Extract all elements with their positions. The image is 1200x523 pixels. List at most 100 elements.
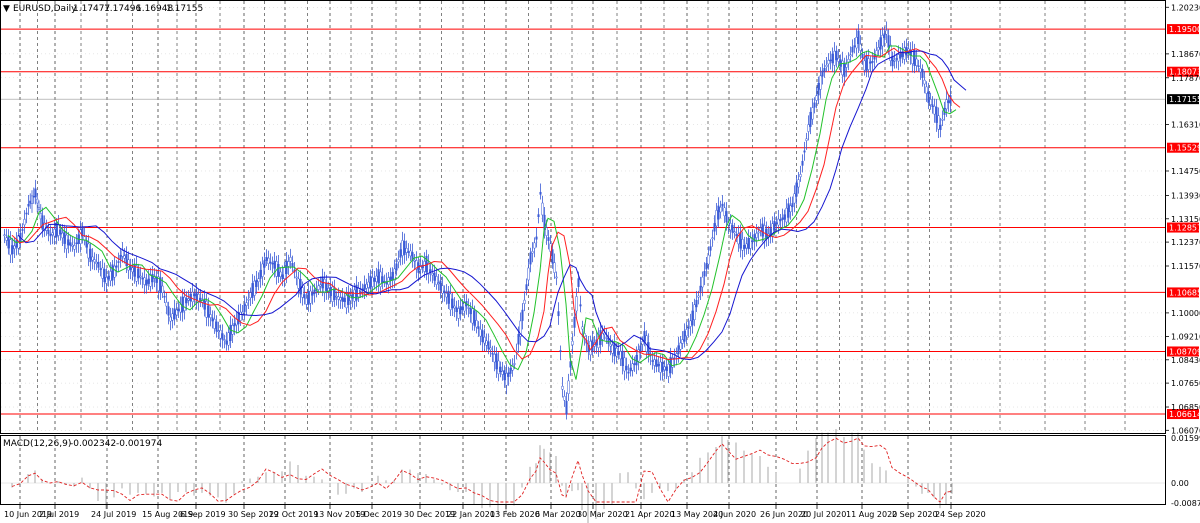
candle-body <box>143 277 146 285</box>
candle-body <box>621 350 624 366</box>
candle-body <box>757 231 760 234</box>
candle-body <box>287 261 290 267</box>
candle-body <box>811 107 814 120</box>
candle-body <box>121 250 124 257</box>
candle-body <box>685 329 688 337</box>
ohlc-open: 1.17477 <box>73 4 110 14</box>
candle-body <box>23 219 26 226</box>
candle-body <box>893 60 896 62</box>
candle-body <box>151 273 154 283</box>
candle-body <box>261 263 264 277</box>
date-label: 15 Aug 2019 <box>142 510 193 519</box>
candle-body <box>903 47 906 60</box>
level-badge <box>1167 142 1199 153</box>
candle-body <box>539 191 542 195</box>
candle-body <box>889 44 892 61</box>
candle-body <box>181 296 184 313</box>
candle-body <box>381 276 384 284</box>
date-label: 4 Jun 2020 <box>713 510 756 519</box>
candle-body <box>53 228 56 237</box>
candle-body <box>803 150 806 153</box>
candle-body <box>687 326 690 329</box>
candle-body <box>677 345 680 355</box>
candle-body <box>615 348 618 357</box>
candle-body <box>71 244 74 247</box>
candle-body <box>7 235 10 249</box>
candle-body <box>95 261 98 264</box>
price-tick-label: 1.18670 <box>1171 50 1200 59</box>
candle-body <box>901 51 904 57</box>
candle-body <box>791 203 794 208</box>
candle-body <box>731 225 734 233</box>
candle-body <box>223 339 226 341</box>
candle-body <box>941 118 944 121</box>
candle-body <box>333 288 336 300</box>
candle-body <box>877 47 880 51</box>
candle-body <box>795 182 798 197</box>
candle-body <box>499 366 502 373</box>
candle-body <box>845 64 848 68</box>
level-badge <box>1167 346 1199 357</box>
candle-body <box>833 50 836 66</box>
candle-body <box>139 275 142 278</box>
candle-body <box>861 53 864 58</box>
candle-body <box>101 267 104 279</box>
candle-body <box>97 261 100 268</box>
candle-body <box>165 301 168 307</box>
candle-body <box>487 341 490 350</box>
candle-body <box>793 193 796 204</box>
candle-body <box>445 293 448 298</box>
macd-panel <box>1 429 1165 523</box>
candle-body <box>39 213 42 220</box>
candle-body <box>879 37 882 50</box>
candle-body <box>719 206 722 213</box>
candle-body <box>783 214 786 220</box>
candle-body <box>619 351 622 360</box>
moving-averages <box>7 45 967 380</box>
price-tick-label: 1.20230 <box>1171 3 1200 12</box>
candle-body <box>5 237 8 241</box>
candle-body <box>897 54 900 62</box>
date-label: 21 Apr 2020 <box>625 510 674 519</box>
candle-body <box>729 223 732 231</box>
candle-body <box>827 60 830 65</box>
candle-body <box>339 297 342 301</box>
candle-body <box>537 214 540 218</box>
candle-body <box>413 259 416 262</box>
candle-body <box>279 271 282 277</box>
candle-body <box>171 313 174 321</box>
candle-body <box>349 295 352 301</box>
candle-body <box>723 207 726 217</box>
candle-body <box>355 284 358 301</box>
current-price-label: 1.17155 <box>1169 95 1200 104</box>
candle-body <box>93 259 96 263</box>
level-label: 1.18073 <box>1169 68 1200 77</box>
candle-body <box>25 212 28 215</box>
main-panel-frame <box>0 0 1166 434</box>
macd-signal-line <box>11 437 953 503</box>
macd-axis-label: 0.015993 <box>1171 434 1200 443</box>
candle-body <box>249 292 252 299</box>
date-label: 24 Sep 2020 <box>935 510 986 519</box>
candle-body <box>67 239 70 246</box>
candle-body <box>455 307 458 312</box>
candle-body <box>475 320 478 328</box>
candle-body <box>735 234 738 237</box>
candle-body <box>733 231 736 234</box>
candle-body <box>689 320 692 327</box>
candle-body <box>711 237 714 240</box>
candle-body <box>553 262 556 273</box>
candle-body <box>813 102 816 108</box>
candle-body <box>69 242 72 246</box>
price-axis: 1.20230 1.18670 1.17870 1.16310 1.14750 1.139… <box>1165 3 1200 435</box>
candle-body <box>15 240 18 248</box>
candle-body <box>577 278 580 287</box>
candle-body <box>75 242 78 245</box>
candle-body <box>659 361 662 373</box>
candle-body <box>227 332 230 346</box>
candle-body <box>217 330 220 333</box>
candle-body <box>839 59 842 67</box>
level-badge <box>1167 66 1199 77</box>
candle-body <box>253 280 256 296</box>
